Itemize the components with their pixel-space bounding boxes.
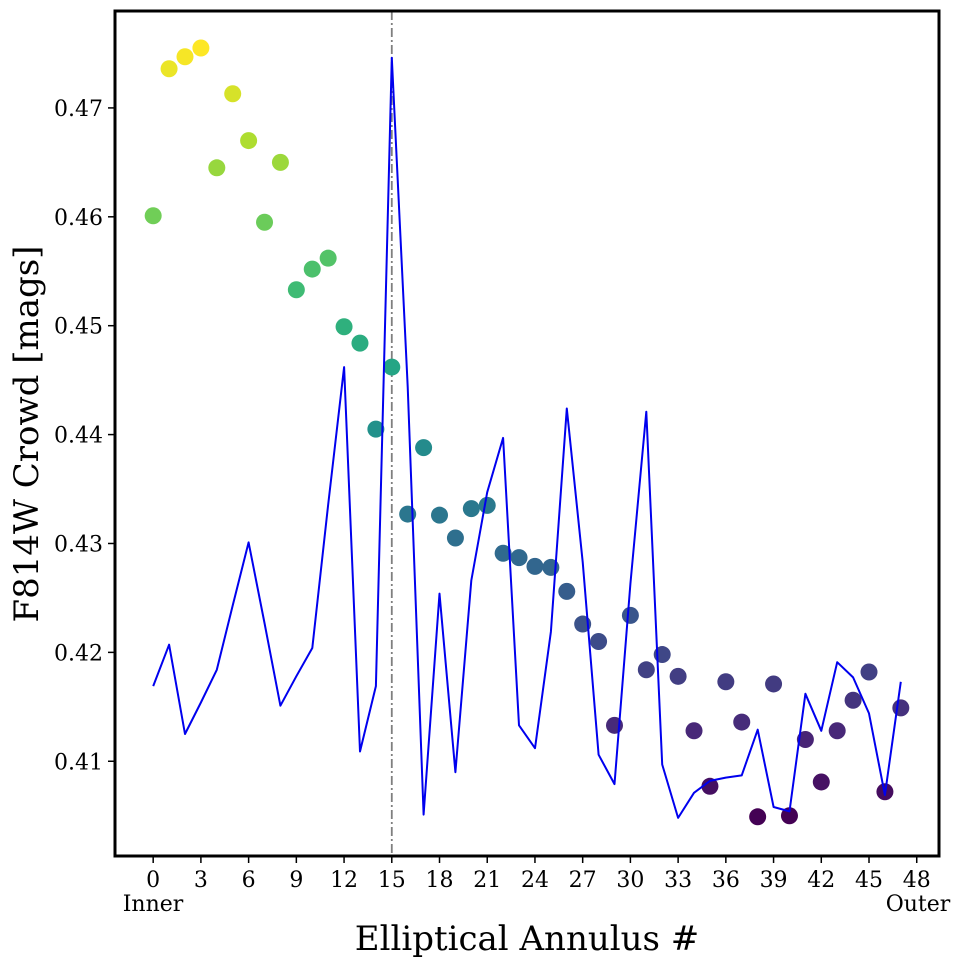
x-tick-label: 24 (521, 868, 549, 893)
x-tick-label: 45 (855, 868, 883, 893)
scatter-point (860, 663, 878, 681)
scatter-point (351, 334, 369, 352)
scatter-point (256, 213, 274, 231)
scatter-point (271, 153, 289, 171)
scatter-point (669, 667, 687, 685)
x-end-label-outer: Outer (886, 892, 951, 917)
scatter-point (765, 675, 783, 693)
x-end-label-inner: Inner (123, 892, 184, 917)
y-tick-label: 0.41 (54, 750, 103, 775)
scatter-point (558, 582, 576, 600)
scatter-point (303, 260, 321, 278)
x-tick-label: 9 (289, 868, 303, 893)
x-tick-label: 30 (616, 868, 644, 893)
scatter-point (431, 506, 449, 524)
y-tick-label: 0.45 (54, 315, 103, 340)
scatter-point (160, 60, 178, 78)
scatter-point (494, 544, 512, 562)
x-tick-label: 42 (807, 868, 835, 893)
scatter-point (208, 159, 226, 177)
scatter-point (192, 39, 210, 57)
scatter-point (462, 500, 480, 518)
scatter-point (749, 808, 767, 826)
y-tick-label: 0.42 (54, 641, 103, 666)
scatter-point (733, 713, 751, 731)
scatter-point (828, 722, 846, 740)
scatter-point (176, 48, 194, 66)
scatter-point (319, 249, 337, 267)
x-tick-label: 18 (426, 868, 454, 893)
scatter-point (478, 496, 496, 514)
x-tick-label: 36 (712, 868, 740, 893)
y-tick-label: 0.47 (54, 97, 103, 122)
scatter-point (892, 699, 910, 717)
scatter-point (526, 557, 544, 575)
scatter-point (335, 318, 353, 336)
y-tick-label: 0.43 (54, 532, 103, 557)
x-tick-label: 6 (242, 868, 256, 893)
x-tick-label: 21 (473, 868, 501, 893)
x-tick-label: 39 (760, 868, 788, 893)
scatter-point (144, 207, 162, 225)
scatter-point (637, 661, 655, 679)
x-axis-title: Elliptical Annulus # (355, 919, 700, 959)
x-tick-label: 3 (194, 868, 208, 893)
y-tick-label: 0.44 (54, 424, 103, 449)
scatter-point (415, 439, 433, 457)
plot-frame (113, 9, 941, 858)
scatter-point (685, 722, 703, 740)
scatter-point (621, 606, 639, 624)
scatter-point (446, 529, 464, 547)
x-tick-label: 48 (903, 868, 931, 893)
axes-layer: 0 3 6 9 12 15 18 21 24 27 30 33 36 39 42 45 480.410.420.… (54, 97, 931, 893)
x-tick-label: 33 (664, 868, 692, 893)
scatter-point (510, 549, 528, 567)
scatter-point (383, 358, 401, 376)
scatter-point (287, 281, 305, 299)
x-tick-label: 15 (378, 868, 406, 893)
y-tick-label: 0.46 (54, 206, 103, 231)
y-axis-title: F814W Crowd [mags] (7, 246, 47, 623)
x-tick-label: 0 (146, 868, 160, 893)
scatter-point (796, 730, 814, 748)
x-tick-label: 27 (569, 868, 597, 893)
scatter-point (240, 132, 258, 150)
scatter-point (812, 773, 830, 791)
scatter-point (701, 777, 719, 795)
scatter-point (844, 691, 862, 709)
plot-area (144, 11, 910, 856)
scatter-point (367, 420, 385, 438)
x-tick-label: 12 (330, 868, 358, 893)
scatter-point (224, 85, 242, 103)
scatter-point (717, 673, 735, 691)
line-series (152, 56, 902, 819)
scatter-point (590, 632, 608, 650)
scatter-point (780, 807, 798, 825)
